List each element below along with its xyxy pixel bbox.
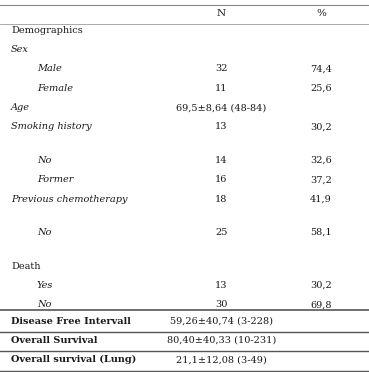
Text: 32: 32 <box>215 64 228 73</box>
Text: %: % <box>316 9 326 18</box>
Text: 14: 14 <box>215 156 228 165</box>
Text: 69,5±8,64 (48-84): 69,5±8,64 (48-84) <box>176 103 266 112</box>
Text: 74,4: 74,4 <box>310 64 332 73</box>
Text: 41,9: 41,9 <box>310 195 332 203</box>
Text: Previous chemotherapy: Previous chemotherapy <box>11 195 128 203</box>
Text: Male: Male <box>37 64 62 73</box>
Text: N: N <box>217 9 226 18</box>
Text: No: No <box>37 156 51 165</box>
Text: 30: 30 <box>215 300 228 309</box>
Text: Overall survival (Lung): Overall survival (Lung) <box>11 355 136 365</box>
Text: 69,8: 69,8 <box>310 300 332 309</box>
Text: 32,6: 32,6 <box>310 156 332 165</box>
Text: Disease Free Intervall: Disease Free Intervall <box>11 317 131 326</box>
Text: 18: 18 <box>215 195 228 203</box>
Text: No: No <box>37 228 51 237</box>
Text: 13: 13 <box>215 281 228 290</box>
Text: Female: Female <box>37 84 73 93</box>
Text: Overall Survival: Overall Survival <box>11 336 97 345</box>
Text: 13: 13 <box>215 122 228 131</box>
Text: Death: Death <box>11 262 41 270</box>
Text: No: No <box>37 300 51 309</box>
Text: Smoking history: Smoking history <box>11 122 92 131</box>
Text: 16: 16 <box>215 175 228 184</box>
Text: Demographics: Demographics <box>11 26 83 35</box>
Text: 11: 11 <box>215 84 228 93</box>
Text: Age: Age <box>11 103 30 112</box>
Text: 58,1: 58,1 <box>310 228 332 237</box>
Text: Sex: Sex <box>11 45 29 54</box>
Text: 25,6: 25,6 <box>310 84 332 93</box>
Text: Yes: Yes <box>37 281 53 290</box>
Text: Former: Former <box>37 175 73 184</box>
Text: 80,40±40,33 (10-231): 80,40±40,33 (10-231) <box>167 336 276 345</box>
Text: 37,2: 37,2 <box>310 175 332 184</box>
Text: 21,1±12,08 (3-49): 21,1±12,08 (3-49) <box>176 355 267 364</box>
Text: 30,2: 30,2 <box>310 281 332 290</box>
Text: 30,2: 30,2 <box>310 122 332 131</box>
Text: 59,26±40,74 (3-228): 59,26±40,74 (3-228) <box>170 317 273 326</box>
Text: 25: 25 <box>215 228 228 237</box>
